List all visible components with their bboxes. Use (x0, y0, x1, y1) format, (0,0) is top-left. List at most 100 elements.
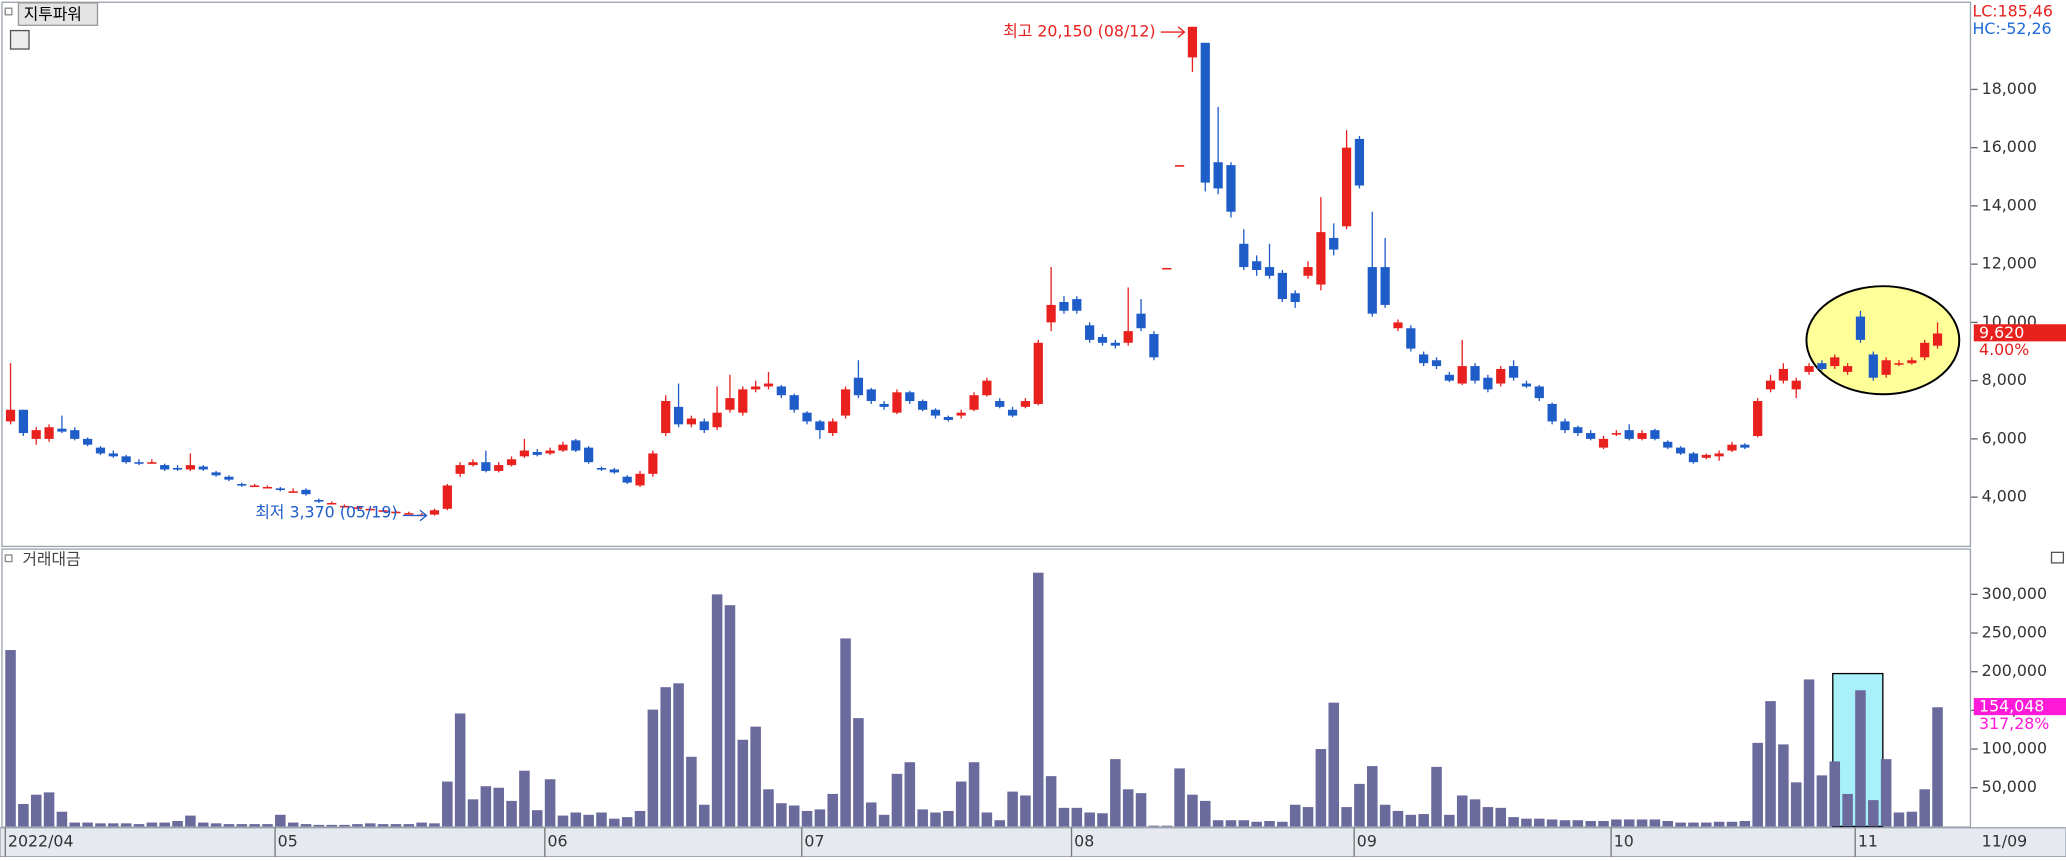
volume-bar (647, 709, 659, 827)
candle-body (44, 427, 54, 439)
y-tick-label: 16,000 (1982, 137, 2037, 156)
volume-bar (1829, 761, 1841, 827)
volume-bar (1701, 822, 1712, 827)
candle-body (378, 510, 388, 512)
volume-bar (763, 789, 774, 827)
volume-bar (429, 823, 440, 827)
candle-body (301, 489, 311, 495)
candle-body (596, 468, 607, 470)
close-panel-button[interactable] (2050, 551, 2065, 564)
candle-body (1316, 232, 1326, 285)
candle-body (661, 401, 671, 434)
volume-bar (1649, 819, 1661, 827)
x-tick-label: 05 (278, 832, 298, 851)
volume-bar (930, 812, 941, 827)
candle-body (1727, 444, 1737, 451)
candle-body (545, 450, 555, 454)
volume-bar (223, 824, 235, 827)
volume-bar (1534, 818, 1545, 827)
volume-bar (1033, 572, 1044, 827)
candle-body (892, 392, 902, 413)
candle-body (1547, 403, 1557, 422)
volume-bar (56, 811, 68, 827)
volume-bar (1919, 789, 1930, 827)
volume-bar (1251, 821, 1262, 827)
volume-bar (454, 713, 466, 827)
volume-bar (364, 823, 376, 827)
volume-bar (1546, 819, 1558, 827)
candle-body (1059, 302, 1069, 311)
volume-bar (1469, 799, 1481, 827)
volume-bar (1071, 807, 1083, 827)
candle-body (802, 412, 812, 422)
volume-bar (1726, 821, 1738, 827)
volume-bar (917, 809, 928, 827)
volume-bar (1148, 825, 1160, 827)
volume-bar (262, 824, 273, 827)
candle-body (1380, 267, 1390, 305)
volume-bar (1084, 812, 1095, 827)
volume-bar (1713, 821, 1725, 827)
candle-body (198, 466, 208, 470)
candle-body (1406, 328, 1416, 349)
volume-bar (1200, 800, 1211, 827)
volume-bar (210, 823, 222, 827)
volume-bar (467, 799, 479, 827)
volume-bar (1482, 807, 1494, 827)
candle-body (31, 430, 41, 439)
grid-icon[interactable] (9, 29, 30, 50)
candle-body (609, 469, 619, 473)
volume-bar (1598, 821, 1609, 827)
candle-body (918, 401, 928, 410)
candle-body (1534, 386, 1544, 399)
volume-bar (1803, 679, 1815, 827)
candle-body (982, 380, 992, 396)
volume-bar (1225, 820, 1237, 827)
last-price-box (1973, 324, 2066, 342)
last-price-label: 9,620 (1979, 323, 2024, 342)
title-box[interactable] (17, 2, 99, 26)
volume-bar (69, 822, 81, 827)
volume-bar (480, 786, 492, 827)
volume-bar (1636, 819, 1648, 827)
volume-bar (1842, 793, 1853, 827)
candle-body (1573, 427, 1583, 434)
candle-body (1264, 267, 1275, 276)
volume-bar (1135, 793, 1147, 827)
volume-bar (557, 815, 569, 827)
volume-bar (1816, 775, 1828, 827)
candle-body (1663, 441, 1673, 448)
y-tick-label: 100,000 (1982, 739, 2047, 758)
candle-body (339, 505, 350, 508)
volume-bar (185, 815, 196, 827)
y-tick-label: 8,000 (1982, 370, 2027, 389)
volume-bar (1456, 795, 1468, 827)
candle-body (262, 486, 273, 489)
candle-body (905, 392, 915, 402)
volume-bar (1880, 759, 1892, 827)
volume-bar (1572, 820, 1584, 827)
candle-body (1007, 409, 1018, 416)
volume-bar (493, 787, 504, 827)
volume-bar (159, 822, 170, 827)
candle-body (391, 511, 401, 514)
panel-icon (4, 7, 13, 16)
volume-bar (1007, 791, 1018, 827)
candle-body (866, 389, 876, 402)
volume-bar (788, 805, 800, 827)
y-tick-label: 14,000 (1982, 195, 2037, 214)
candle-body (828, 421, 838, 434)
candle-body (725, 398, 735, 410)
candle-body (1791, 380, 1801, 390)
volume-bar (172, 821, 183, 827)
volume-bar (1906, 811, 1918, 827)
volume-bar (377, 824, 389, 827)
candle-body (776, 386, 786, 396)
candle-body (18, 409, 28, 434)
candle-body (943, 417, 953, 420)
candle-body (506, 459, 517, 466)
volume-title: 거래대금 (22, 550, 80, 569)
volume-bar (1431, 766, 1442, 827)
candle-body (481, 462, 491, 471)
volume-bar (531, 810, 543, 827)
